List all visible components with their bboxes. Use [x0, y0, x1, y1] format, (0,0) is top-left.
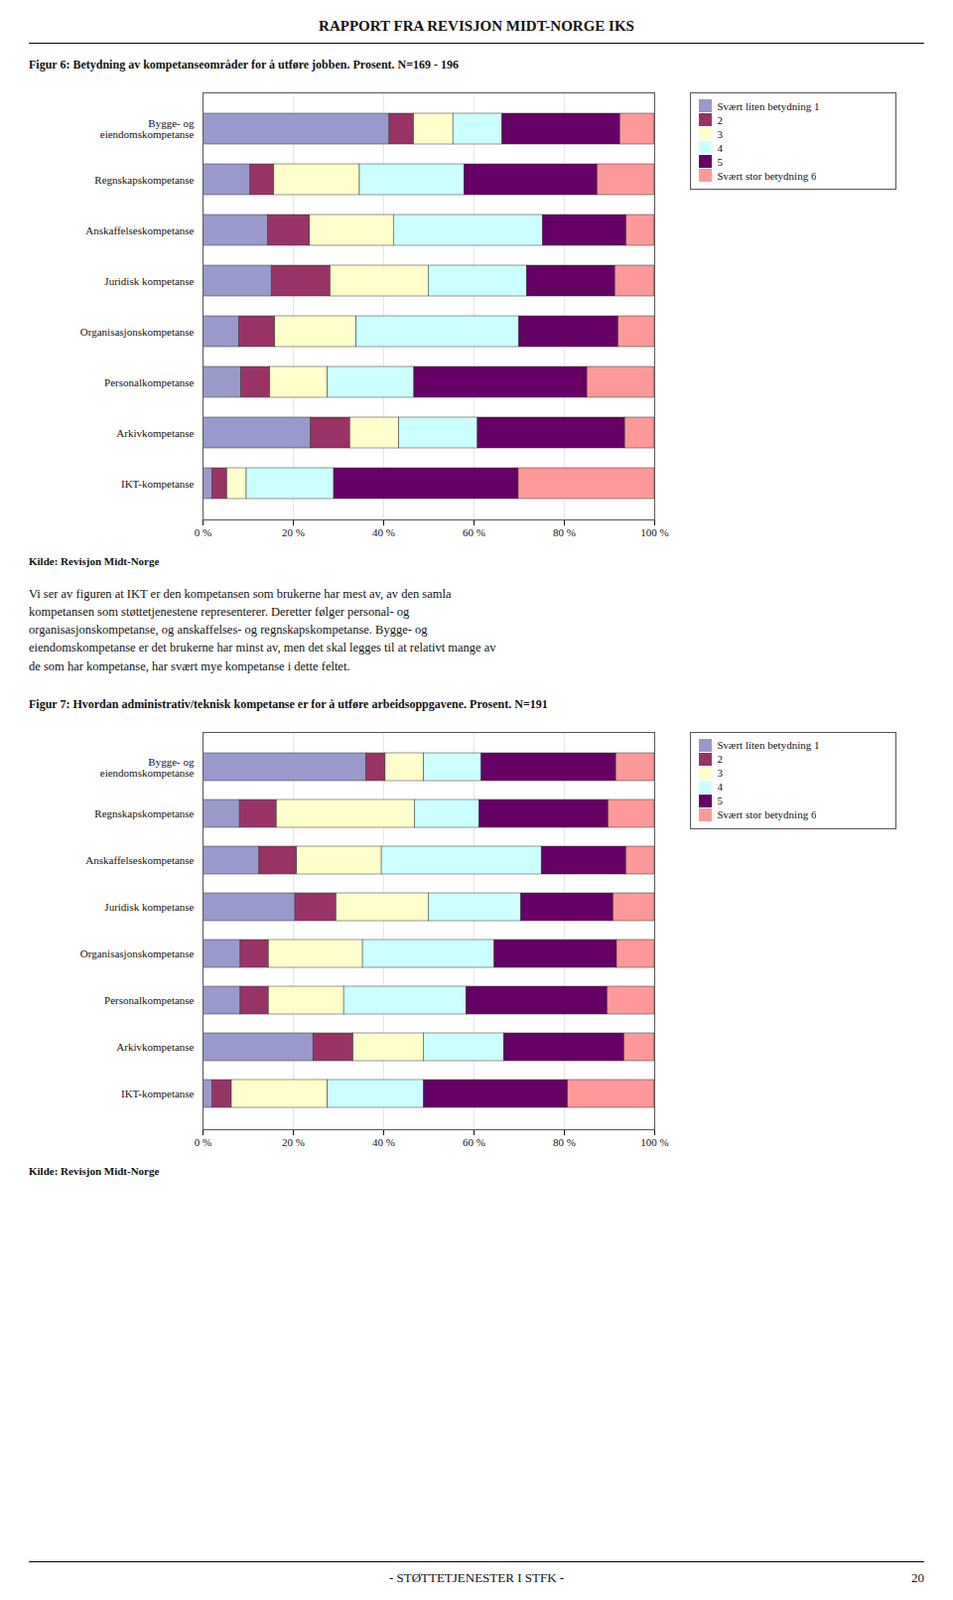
svg-text:Organisasjonskompetanse: Organisasjonskompetanse [80, 947, 195, 959]
svg-text:IKT-kompetanse: IKT-kompetanse [121, 1087, 195, 1099]
html-text:2: 2 [717, 113, 723, 126]
svg-text:80 %: 80 % [552, 1135, 576, 1148]
svg-text:20 %: 20 % [281, 526, 305, 539]
html-text:5: 5 [717, 794, 723, 807]
html-text:4: 4 [717, 141, 723, 154]
svg-text:Arkivkompetanse: Arkivkompetanse [116, 1040, 194, 1053]
svg-text:Bygge- ogeiendomskompetanse: Bygge- ogeiendomskompetanse [100, 754, 195, 778]
html-text:Svært stor betydning 6: Svært stor betydning 6 [717, 808, 817, 821]
html-text:Vi ser av figuren at IKT er de: Vi ser av figuren at IKT er den kompetan… [28, 586, 496, 673]
svg-text:Anskaffelseskompetanse: Anskaffelseskompetanse [85, 224, 194, 237]
svg-text:60 %: 60 % [462, 1135, 486, 1148]
html-text:Kilde: Revisjon Midt-Norge: Kilde: Revisjon Midt-Norge [28, 554, 160, 567]
html-text:4: 4 [717, 780, 723, 793]
svg-text:20 %: 20 % [281, 1135, 305, 1148]
svg-text:0 %: 0 % [194, 1135, 212, 1148]
html-text:5: 5 [717, 155, 723, 168]
html-text:Kilde: Revisjon Midt-Norge: Kilde: Revisjon Midt-Norge [28, 1164, 160, 1176]
html-text:20: 20 [911, 1569, 925, 1585]
svg-text:Bygge- ogeiendomskompetanse: Bygge- ogeiendomskompetanse [100, 117, 195, 140]
svg-text:0 %: 0 % [194, 526, 212, 539]
svg-text:Anskaffelseskompetanse: Anskaffelseskompetanse [85, 853, 194, 866]
svg-text:Juridisk kompetanse: Juridisk kompetanse [104, 274, 194, 287]
html-text:Svært liten betydning 1: Svært liten betydning 1 [717, 738, 820, 751]
html-text:2: 2 [717, 752, 723, 765]
svg-text:60 %: 60 % [462, 526, 486, 539]
svg-text:80 %: 80 % [552, 526, 576, 539]
svg-text:Personalkompetanse: Personalkompetanse [104, 376, 195, 389]
html-text:- STØTTETJENESTER I STFK -: - STØTTETJENESTER I STFK - [389, 1569, 564, 1585]
svg-text:100 %: 100 % [640, 526, 669, 539]
svg-text:Arkivkompetanse: Arkivkompetanse [116, 426, 194, 439]
svg-text:40 %: 40 % [372, 1135, 396, 1148]
html-text:Svært liten betydning 1: Svært liten betydning 1 [717, 99, 820, 112]
svg-text:Personalkompetanse: Personalkompetanse [104, 993, 195, 1006]
svg-text:Regnskapskompetanse: Regnskapskompetanse [94, 173, 194, 186]
svg-text:Organisasjonskompetanse: Organisasjonskompetanse [80, 325, 195, 338]
html-text:RAPPORT FRA REVISJON MIDT-NORG: RAPPORT FRA REVISJON MIDT-NORGE IKS [318, 17, 635, 34]
html-text:3: 3 [717, 766, 723, 779]
svg-text:IKT-kompetanse: IKT-kompetanse [121, 477, 195, 490]
html-text:Figur 6: Betydning av kompetan: Figur 6: Betydning av kompetanseområder … [28, 57, 459, 72]
html-text:3: 3 [717, 127, 723, 140]
svg-text:Regnskapskompetanse: Regnskapskompetanse [94, 807, 194, 819]
svg-text:Juridisk kompetanse: Juridisk kompetanse [104, 900, 194, 913]
html-text:Svært stor betydning 6: Svært stor betydning 6 [717, 169, 817, 182]
svg-text:100 %: 100 % [640, 1135, 669, 1148]
html-text:Figur 7: Hvordan administrativ: Figur 7: Hvordan administrativ/teknisk k… [28, 696, 548, 711]
svg-text:40 %: 40 % [372, 526, 396, 539]
